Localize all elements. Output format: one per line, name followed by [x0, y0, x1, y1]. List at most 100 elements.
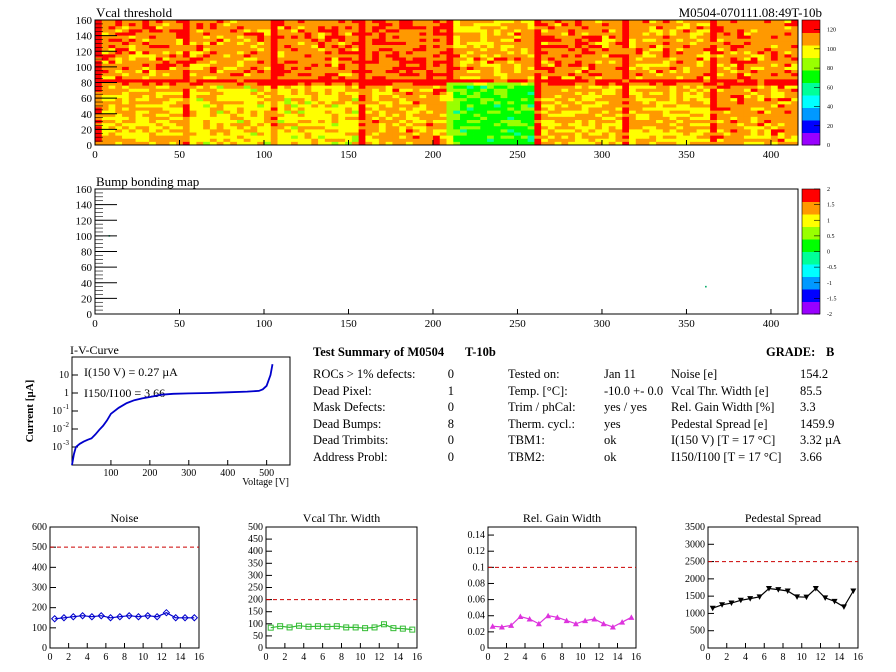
heatmap-cell — [385, 26, 393, 30]
heatmap-cell — [642, 88, 650, 93]
heatmap-cell — [169, 98, 177, 102]
heatmap-cell — [473, 135, 481, 140]
heatmap-cell — [656, 76, 664, 80]
heatmap-cell — [527, 38, 535, 43]
x-tick-label: 200 — [425, 318, 442, 330]
heatmap-cell — [547, 85, 556, 90]
heatmap-cell — [507, 98, 515, 102]
heatmap-cell — [480, 38, 488, 43]
heatmap-cell — [507, 88, 515, 93]
heatmap-cell — [487, 135, 495, 140]
heatmap-cell — [277, 129, 285, 133]
heatmap-cell — [649, 60, 657, 65]
heatmap-cell — [683, 63, 691, 68]
data-point — [572, 620, 579, 627]
heatmap-cell — [236, 98, 245, 102]
data-point — [144, 612, 152, 620]
heatmap-cell — [703, 63, 711, 68]
heatmap-cell — [750, 85, 758, 90]
heatmap-cell — [615, 126, 623, 130]
heatmap-cell — [615, 129, 623, 133]
chart-title: Rel. Gain Width — [523, 511, 601, 525]
heatmap-cell — [568, 57, 576, 62]
heatmap-cell — [723, 132, 731, 137]
heatmap-cell — [608, 88, 616, 93]
heatmap-cell — [243, 73, 251, 77]
heatmap-cell — [750, 57, 758, 62]
heatmap-cell — [493, 48, 501, 52]
heatmap-cell — [196, 38, 204, 43]
heatmap-cell — [182, 135, 191, 140]
heatmap-cell — [757, 35, 765, 40]
x-tick-label: 12 — [816, 652, 826, 663]
heatmap-cell — [446, 48, 454, 52]
heatmap-cell — [743, 135, 752, 140]
heatmap-cell — [284, 57, 292, 62]
heatmap-cell — [419, 101, 427, 105]
heatmap-cell — [574, 35, 583, 40]
heatmap-cell — [149, 138, 157, 143]
heatmap-cell — [581, 54, 589, 58]
heatmap-cell — [277, 60, 285, 65]
heatmap-cell — [426, 138, 434, 143]
heatmap-cell — [304, 132, 312, 137]
heatmap-cell — [176, 79, 184, 83]
x-tick-label: 2 — [504, 652, 509, 663]
heatmap-cell — [527, 135, 535, 140]
heatmap-cell — [649, 116, 657, 121]
heatmap-cell — [385, 48, 393, 52]
heatmap-cell — [365, 70, 373, 74]
heatmap-cell — [412, 98, 420, 102]
heatmap-cell — [635, 79, 643, 83]
heatmap-cell — [608, 70, 616, 74]
heatmap-cell — [608, 38, 616, 43]
heatmap-cell — [122, 60, 130, 65]
heatmap-cell — [128, 85, 136, 90]
heatmap-cell — [453, 57, 461, 62]
heatmap-cell — [304, 82, 312, 87]
heatmap-cell — [162, 135, 170, 140]
heatmap-cell — [784, 70, 792, 74]
heatmap-cell — [588, 98, 596, 102]
heatmap-cell — [622, 51, 630, 55]
heatmap-cell — [182, 79, 191, 83]
heatmap-cell — [534, 116, 542, 121]
heatmap-cell — [135, 35, 143, 40]
heatmap-cell — [372, 98, 380, 102]
heatmap-cell — [169, 26, 177, 30]
heatmap-cell — [270, 76, 278, 80]
heatmap-cell — [757, 76, 765, 80]
heatmap-cell — [270, 116, 278, 121]
heatmap-cell — [432, 51, 441, 55]
heatmap-cell — [236, 20, 245, 24]
heatmap-cell — [541, 35, 549, 40]
heatmap-cell — [209, 126, 218, 130]
heatmap-cell — [716, 60, 725, 65]
heatmap-cell — [412, 123, 420, 127]
heatmap-cell — [737, 98, 745, 102]
heatmap-cell — [209, 45, 218, 49]
heatmap-cell — [324, 82, 332, 87]
heatmap-cell — [662, 88, 670, 93]
heatmap-cell — [608, 60, 616, 65]
heatmap-cell — [541, 98, 549, 102]
heatmap-cell — [182, 57, 191, 62]
heatmap-cell — [656, 26, 664, 30]
heatmap-cell — [696, 85, 704, 90]
heatmap-cell — [297, 41, 305, 46]
heatmap-cell — [460, 54, 468, 58]
heatmap-cell — [723, 45, 731, 49]
colorbar-band — [802, 73, 820, 77]
heatmap-cell — [460, 91, 468, 96]
heatmap-cell — [730, 20, 738, 24]
heatmap-cell — [534, 91, 542, 96]
heatmap-cell — [669, 20, 677, 24]
heatmap-cell — [182, 85, 191, 90]
heatmap-cell — [115, 104, 123, 108]
heatmap-cell — [669, 85, 677, 90]
heatmap-cell — [588, 141, 596, 146]
heatmap-cell — [405, 138, 414, 143]
heatmap-cell — [318, 57, 326, 62]
heatmap-cell — [270, 35, 278, 40]
heatmap-cell — [446, 63, 454, 68]
